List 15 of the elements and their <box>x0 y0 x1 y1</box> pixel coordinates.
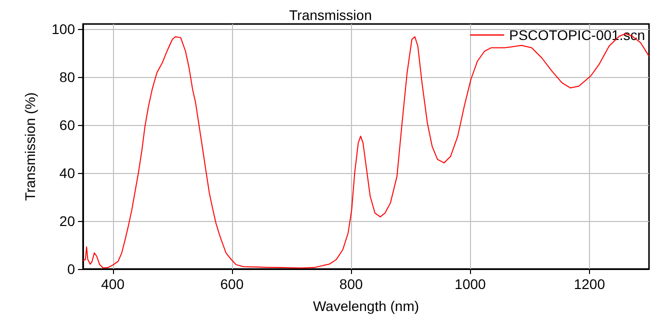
y-tick-label: 20 <box>59 212 76 229</box>
x-tick-label: 1200 <box>574 276 606 292</box>
x-tick-label: 400 <box>101 276 125 292</box>
x-tick-label: 800 <box>339 276 363 292</box>
y-tick-label: 0 <box>67 261 76 277</box>
y-tick-label: 40 <box>59 164 76 181</box>
legend-label: PSCOTOPIC-001.scn <box>509 27 646 43</box>
x-tick-label: 600 <box>220 276 244 292</box>
y-tick-label: 80 <box>59 68 76 85</box>
y-tick-label: 100 <box>52 20 76 37</box>
x-axis-title: Wavelength (nm) <box>312 298 420 314</box>
y-tick-label: 60 <box>59 116 76 133</box>
x-tick-label: 1000 <box>454 276 486 292</box>
chart-title: Transmission <box>289 7 372 23</box>
y-axis-title: Transmission (%) <box>22 92 38 201</box>
